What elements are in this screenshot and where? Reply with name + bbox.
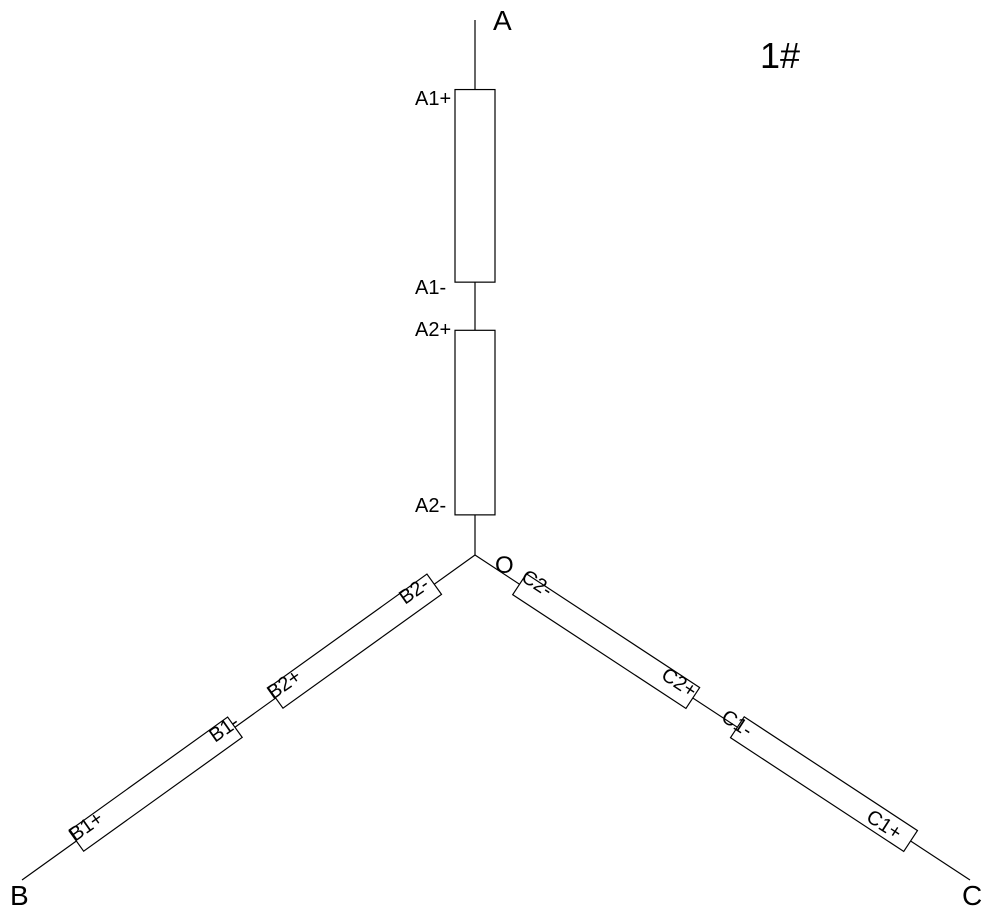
terminal-A-label: A <box>493 5 512 36</box>
terminal-B-label: B <box>10 880 29 911</box>
winding-A1 <box>455 330 495 515</box>
terminal-C-label: C <box>962 880 982 911</box>
label-A1-plus: A1+ <box>415 88 451 110</box>
label-A2-plus: A2+ <box>415 319 451 341</box>
label-A2-minus: A2- <box>415 495 446 517</box>
center-O-label: O <box>495 552 514 579</box>
diagram-title: 1# <box>760 35 800 76</box>
winding-A2 <box>455 90 495 283</box>
label-A1-minus: A1- <box>415 277 446 299</box>
wye-winding-diagram: 1#ABCOA1+A1-A2+A2-B2-B2+B1-B1+C2-C2+C1-C… <box>0 0 1000 911</box>
